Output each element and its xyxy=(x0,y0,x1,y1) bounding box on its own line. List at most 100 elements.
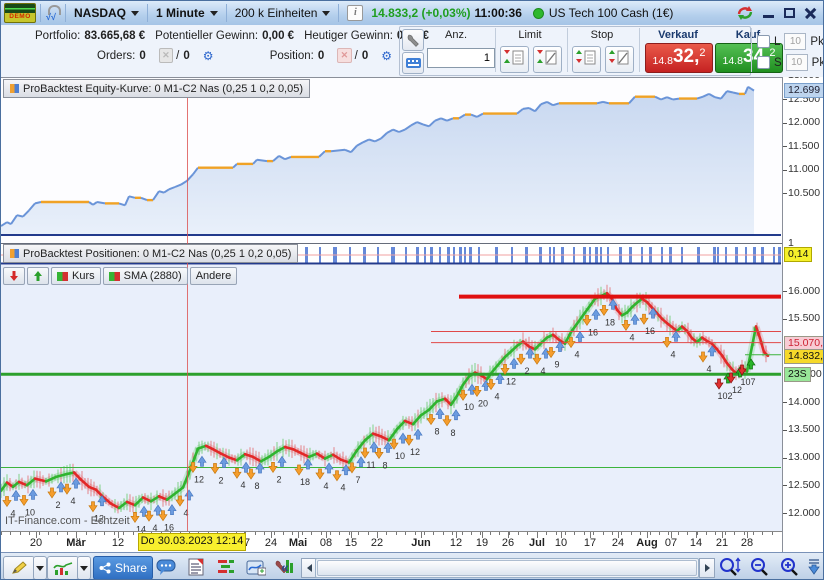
portfolio-value: 83.665,68 € xyxy=(84,30,146,42)
chat-button[interactable] xyxy=(155,556,177,578)
maximize-button[interactable] xyxy=(782,6,797,20)
buy-marker-toggle-button[interactable] xyxy=(27,267,49,285)
news-button[interactable] xyxy=(185,556,207,578)
axis-tick-label: 14.000 xyxy=(788,395,821,408)
svg-text:12: 12 xyxy=(732,385,742,395)
stop-order-edit-button[interactable] xyxy=(605,46,634,73)
units-dropdown[interactable]: 200 k Einheiten xyxy=(231,6,335,20)
date-label: 21 xyxy=(715,537,729,549)
svg-text:20: 20 xyxy=(478,398,488,408)
axis-tick-label: 15.500 xyxy=(788,312,821,325)
legend-kurs-tab[interactable]: Kurs xyxy=(51,267,101,285)
axis-tick-mark xyxy=(783,513,787,514)
axis-tick-label: 10.500 xyxy=(788,186,821,199)
trade-marker: 2 xyxy=(516,347,535,376)
scrollbar-thumb[interactable] xyxy=(317,560,697,576)
green-up-arrow-icon xyxy=(34,271,42,281)
position-settings-icon[interactable]: ⚙ xyxy=(381,48,392,63)
minor-tick xyxy=(301,532,303,535)
stop-checkbox[interactable] xyxy=(757,56,770,69)
sell-button[interactable]: 14.8 32, 2 xyxy=(645,43,713,73)
points-label: Pkt xyxy=(810,35,824,48)
trade-marker: 8 xyxy=(442,409,461,438)
quote-time: 11:00:36 xyxy=(474,6,522,20)
move-chart-down-button[interactable] xyxy=(805,556,823,578)
kurs-label: Kurs xyxy=(72,270,95,282)
minor-tick xyxy=(348,532,350,535)
wrench-icon xyxy=(407,34,419,47)
svg-text:8: 8 xyxy=(434,427,439,437)
minor-tick xyxy=(123,532,125,535)
close-button[interactable] xyxy=(803,6,818,20)
chart-snapshot-button[interactable] xyxy=(245,556,267,578)
keyboard-trading-button[interactable] xyxy=(402,52,424,74)
timeframe-dropdown[interactable]: 1 Minute xyxy=(152,6,222,20)
positions-panel-tab[interactable]: ProBacktest Positionen: 0 M1-C2 Nas (0,2… xyxy=(3,244,299,263)
order-settings-button[interactable] xyxy=(402,29,424,51)
equity-chart-panel[interactable] xyxy=(1,77,782,244)
minor-tick xyxy=(386,532,388,535)
info-icon[interactable]: i xyxy=(347,5,364,21)
chart-scrollbar[interactable] xyxy=(315,558,699,578)
axis-tick-mark xyxy=(783,193,787,194)
limit-order-button[interactable] xyxy=(500,46,529,73)
stop-order-button[interactable] xyxy=(572,46,601,73)
trade-marker: 8 xyxy=(426,407,445,437)
link-icon[interactable]: √√ xyxy=(45,4,61,22)
svg-text:4: 4 xyxy=(629,332,634,342)
equity-curve-chart[interactable] xyxy=(1,78,782,244)
scroll-right-button[interactable] xyxy=(699,558,715,578)
draw-tool-dropdown[interactable] xyxy=(33,556,47,579)
svg-text:107: 107 xyxy=(740,377,755,387)
symbol-label: NASDAQ xyxy=(74,6,127,20)
limit-order-icon xyxy=(504,50,524,65)
legend-andere-tab[interactable]: Andere xyxy=(189,267,238,285)
share-button[interactable]: Share xyxy=(93,556,153,579)
limit-points-input[interactable] xyxy=(784,33,807,50)
limit-order-edit-button[interactable] xyxy=(533,46,562,73)
stop-points-input[interactable] xyxy=(785,54,808,71)
orders-settings-icon[interactable]: ⚙ xyxy=(202,48,214,63)
trade-marker: 12 xyxy=(404,428,423,457)
quantity-input[interactable] xyxy=(427,48,495,68)
chart-legend: Kurs SMA (2880) Andere xyxy=(3,267,238,285)
price-chart-panel[interactable]: 4 10 2 4 12 14 4 16 4 12 2 4 8 2 18 4 4 7 11 8 10 12 8 8 10 20 4 12… xyxy=(1,265,782,531)
minor-tick xyxy=(424,532,425,535)
major-tick xyxy=(508,532,509,538)
chart-type-button[interactable] xyxy=(47,556,79,579)
close-position-icon[interactable]: ✕ xyxy=(337,48,352,63)
sell-marker-toggle-button[interactable] xyxy=(3,267,25,285)
minor-tick xyxy=(583,532,585,535)
svg-text:10: 10 xyxy=(464,402,474,412)
trade-marker: 12 xyxy=(500,357,519,386)
zoom-in-button[interactable] xyxy=(777,556,803,578)
cancel-orders-icon[interactable]: ✕ xyxy=(158,48,174,63)
trade-marker: 8 xyxy=(374,441,393,470)
symbol-dropdown[interactable]: NASDAQ xyxy=(70,6,143,20)
backtest-settings-button[interactable] xyxy=(273,556,295,578)
svg-text:12: 12 xyxy=(410,447,420,457)
collapse-toolbar-button[interactable]: « xyxy=(281,559,289,575)
price-axis[interactable]: 13.000 12.500 12.000 11.500 11.000 10.500 12.6… xyxy=(782,77,823,552)
vertical-zoom-button[interactable] xyxy=(717,556,743,578)
svg-text:4: 4 xyxy=(240,480,245,490)
equity-panel-tab[interactable]: ProBacktest Equity-Kurve: 0 M1-C2 Nas (0… xyxy=(3,79,311,98)
chevron-down-icon xyxy=(80,565,88,571)
sync-icon[interactable] xyxy=(735,5,755,21)
date-axis[interactable]: Do 30.03.2023 12:14 20 Mär 12 17 24 Mai 08 15 22… xyxy=(1,531,782,553)
zoom-out-button[interactable] xyxy=(747,556,773,578)
date-label: 15 xyxy=(344,537,358,549)
orders-list-button[interactable] xyxy=(215,556,237,578)
limit-checkbox[interactable] xyxy=(757,35,770,48)
minor-tick xyxy=(113,532,115,535)
account-bar: Portfolio: 83.665,68 € Potentieller Gewi… xyxy=(1,25,823,78)
buy-button[interactable]: 14.834,2 xyxy=(715,43,783,73)
draw-tool-button[interactable] xyxy=(3,556,35,579)
line-chart-icon xyxy=(53,562,73,575)
chart-type-dropdown[interactable] xyxy=(77,556,91,579)
minimize-button[interactable] xyxy=(761,6,776,20)
buy-label: Kauf xyxy=(735,29,761,41)
legend-sma-tab[interactable]: SMA (2880) xyxy=(102,267,188,285)
crosshair-vertical-line xyxy=(187,85,188,531)
